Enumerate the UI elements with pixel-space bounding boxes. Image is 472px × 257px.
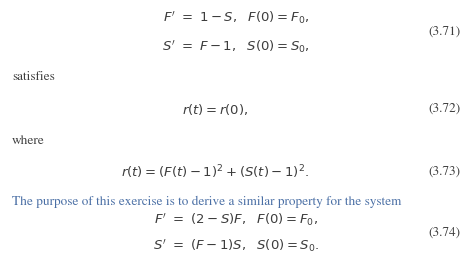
- Text: (3.71): (3.71): [428, 26, 460, 38]
- Text: The purpose of this exercise is to derive a similar property for the system: The purpose of this exercise is to deriv…: [12, 196, 401, 208]
- Text: where: where: [12, 135, 44, 147]
- Text: $S^{\prime} \ = \ F-1, \ \ S(0) = S_0,$: $S^{\prime} \ = \ F-1, \ \ S(0) = S_0,$: [162, 38, 310, 54]
- Text: $F^{\prime} \ = \ 1-S, \ \ F(0) = F_0,$: $F^{\prime} \ = \ 1-S, \ \ F(0) = F_0,$: [163, 10, 309, 26]
- Text: $S^{\prime} \ = \ (F-1)S, \ \ S(0) = S_0.$: $S^{\prime} \ = \ (F-1)S, \ \ S(0) = S_0…: [153, 237, 319, 254]
- Text: (3.72): (3.72): [428, 103, 460, 115]
- Text: $F^{\prime} \ = \ (2-S)F, \ \ F(0) = F_0,$: $F^{\prime} \ = \ (2-S)F, \ \ F(0) = F_0…: [154, 212, 318, 228]
- Text: (3.74): (3.74): [428, 227, 460, 238]
- Text: satisfies: satisfies: [12, 71, 55, 83]
- Text: (3.73): (3.73): [428, 166, 460, 178]
- Text: $r(t) = (F(t)-1)^2 + (S(t)-1)^2.$: $r(t) = (F(t)-1)^2 + (S(t)-1)^2.$: [121, 163, 309, 181]
- Text: $r(t) = r(0),$: $r(t) = r(0),$: [182, 102, 248, 117]
